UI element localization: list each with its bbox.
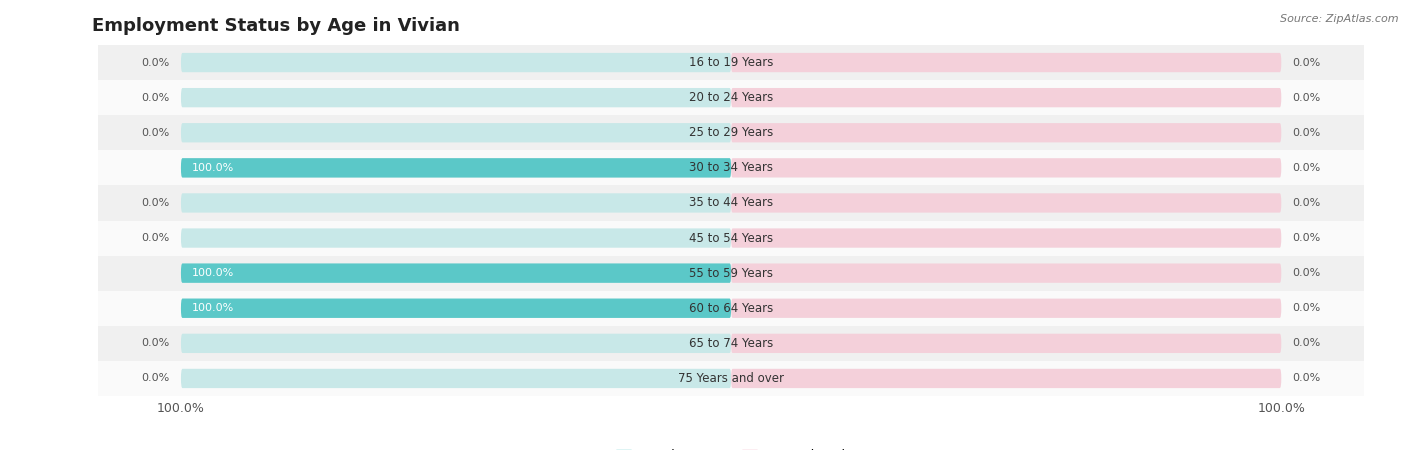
Text: 0.0%: 0.0% [142,198,170,208]
Text: Employment Status by Age in Vivian: Employment Status by Age in Vivian [93,17,460,35]
FancyBboxPatch shape [731,53,1281,72]
Text: 55 to 59 Years: 55 to 59 Years [689,267,773,279]
Text: 0.0%: 0.0% [1292,163,1320,173]
FancyBboxPatch shape [181,334,731,353]
Text: 0.0%: 0.0% [142,338,170,348]
FancyBboxPatch shape [731,229,1281,248]
Text: 35 to 44 Years: 35 to 44 Years [689,197,773,209]
Bar [98,150,1364,185]
FancyBboxPatch shape [731,88,1281,107]
Text: 0.0%: 0.0% [1292,374,1320,383]
Text: 60 to 64 Years: 60 to 64 Years [689,302,773,315]
Text: 0.0%: 0.0% [1292,58,1320,68]
Text: 0.0%: 0.0% [142,374,170,383]
FancyBboxPatch shape [181,194,731,212]
Text: 16 to 19 Years: 16 to 19 Years [689,56,773,69]
FancyBboxPatch shape [731,369,1281,388]
Text: 0.0%: 0.0% [1292,233,1320,243]
FancyBboxPatch shape [731,158,1281,177]
FancyBboxPatch shape [731,123,1281,142]
Bar [98,326,1364,361]
Legend: In Labor Force, Unemployed: In Labor Force, Unemployed [612,444,851,450]
Text: 65 to 74 Years: 65 to 74 Years [689,337,773,350]
FancyBboxPatch shape [181,229,731,248]
FancyBboxPatch shape [731,334,1281,353]
FancyBboxPatch shape [731,299,1281,318]
Text: 0.0%: 0.0% [1292,268,1320,278]
FancyBboxPatch shape [181,88,731,107]
Text: 100.0%: 100.0% [193,268,235,278]
FancyBboxPatch shape [181,299,731,318]
FancyBboxPatch shape [181,369,731,388]
Text: 0.0%: 0.0% [1292,93,1320,103]
Text: 100.0%: 100.0% [193,303,235,313]
Text: 0.0%: 0.0% [1292,128,1320,138]
Text: 0.0%: 0.0% [142,93,170,103]
Bar [98,361,1364,396]
Text: 45 to 54 Years: 45 to 54 Years [689,232,773,244]
Bar [98,220,1364,256]
Bar [98,185,1364,220]
Bar [98,256,1364,291]
Bar [98,80,1364,115]
FancyBboxPatch shape [181,158,731,177]
Text: 20 to 24 Years: 20 to 24 Years [689,91,773,104]
FancyBboxPatch shape [181,264,731,283]
Text: 0.0%: 0.0% [142,233,170,243]
Text: 0.0%: 0.0% [142,58,170,68]
Text: 75 Years and over: 75 Years and over [678,372,785,385]
Text: 30 to 34 Years: 30 to 34 Years [689,162,773,174]
Bar [98,45,1364,80]
Bar [98,115,1364,150]
Text: 100.0%: 100.0% [193,163,235,173]
Text: 0.0%: 0.0% [1292,198,1320,208]
FancyBboxPatch shape [731,264,1281,283]
FancyBboxPatch shape [731,194,1281,212]
FancyBboxPatch shape [181,158,731,177]
Bar [98,291,1364,326]
FancyBboxPatch shape [181,123,731,142]
Text: 0.0%: 0.0% [1292,303,1320,313]
FancyBboxPatch shape [181,264,731,283]
Text: Source: ZipAtlas.com: Source: ZipAtlas.com [1281,14,1399,23]
Text: 25 to 29 Years: 25 to 29 Years [689,126,773,139]
FancyBboxPatch shape [181,299,731,318]
Text: 0.0%: 0.0% [1292,338,1320,348]
Text: 0.0%: 0.0% [142,128,170,138]
FancyBboxPatch shape [181,53,731,72]
